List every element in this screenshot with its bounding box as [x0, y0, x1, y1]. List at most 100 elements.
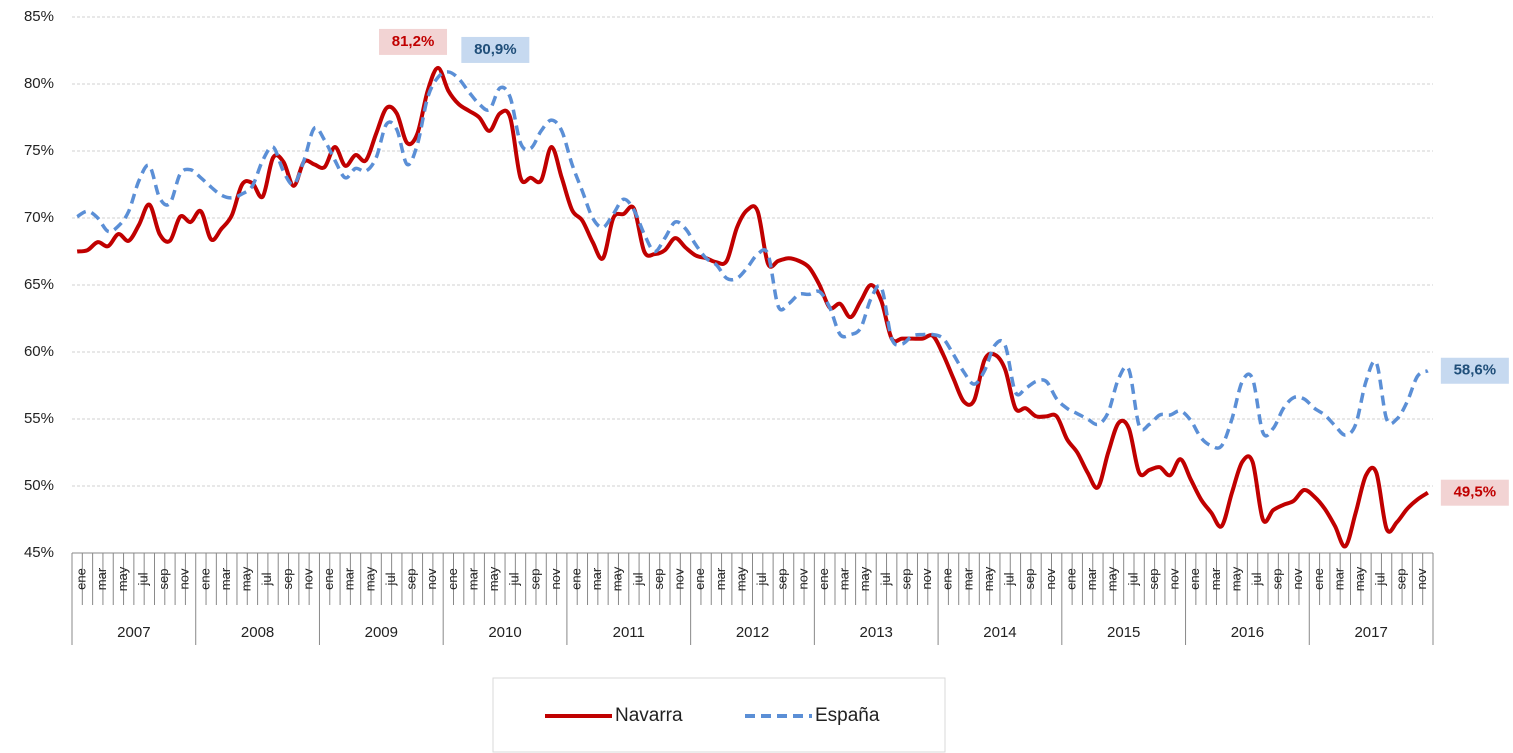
x-tick-label: jul	[878, 572, 893, 586]
x-tick-label: nov	[424, 568, 439, 589]
x-tick-label: ene	[1063, 568, 1078, 590]
x-tick-label: sep	[1393, 569, 1408, 590]
x-tick-label: mar	[1084, 567, 1099, 590]
x-tick-label: may	[115, 566, 130, 591]
x-tick-label: may	[362, 566, 377, 591]
value-label-box	[1440, 479, 1509, 506]
y-tick-label: 45%	[24, 544, 54, 561]
x-tick-label: may	[857, 566, 872, 591]
x-tick-label: jul	[1249, 572, 1264, 586]
x-tick-label: nov	[1043, 568, 1058, 589]
value-label: 58,6%	[1454, 362, 1497, 379]
x-tick-label: jul	[1002, 572, 1017, 586]
x-tick-label: may	[239, 566, 254, 591]
x-tick-label: jul	[754, 572, 769, 586]
x-tick-label: sep	[280, 569, 295, 590]
y-tick-label: 55%	[24, 410, 54, 427]
value-label: 80,9%	[474, 41, 517, 58]
x-tick-label: nov	[1414, 568, 1429, 589]
x-tick-label: sep	[527, 569, 542, 590]
y-tick-label: 70%	[24, 209, 54, 226]
x-tick-label: sep	[898, 569, 913, 590]
x-group-label: 2017	[1354, 624, 1387, 641]
x-tick-label: jul	[507, 572, 522, 586]
x-tick-label: jul	[1373, 572, 1388, 586]
x-tick-label: nov	[177, 568, 192, 589]
value-label-box	[461, 36, 530, 63]
y-tick-label: 85%	[24, 8, 54, 25]
x-tick-label: ene	[692, 568, 707, 590]
x-tick-label: mar	[465, 567, 480, 590]
x-tick-label: nov	[548, 568, 563, 589]
x-tick-label: mar	[589, 567, 604, 590]
x-tick-label: mar	[1331, 567, 1346, 590]
x-tick-label: sep	[404, 569, 419, 590]
legend-label: España	[815, 705, 880, 726]
x-tick-label: nov	[1167, 568, 1182, 589]
x-tick-label: may	[610, 566, 625, 591]
x-tick-label: nov	[300, 568, 315, 589]
x-tick-label: may	[733, 566, 748, 591]
x-tick-label: ene	[940, 568, 955, 590]
value-label-box	[379, 28, 448, 55]
x-tick-label: may	[486, 566, 501, 591]
x-tick-label: may	[1228, 566, 1243, 591]
x-group-label: 2016	[1231, 624, 1264, 641]
x-tick-label: jul	[135, 572, 150, 586]
x-group-label: 2007	[117, 624, 150, 641]
x-tick-label: nov	[919, 568, 934, 589]
x-group-label: 2010	[488, 624, 521, 641]
x-group-label: 2011	[613, 624, 645, 641]
x-tick-label: may	[1352, 566, 1367, 591]
x-group-label: 2012	[736, 624, 769, 641]
x-group-label: 2014	[983, 624, 1016, 641]
x-tick-label: nov	[1290, 568, 1305, 589]
x-tick-label: mar	[1208, 567, 1223, 590]
x-tick-label: ene	[1311, 568, 1326, 590]
x-tick-label: nov	[795, 568, 810, 589]
x-tick-label: mar	[94, 567, 109, 590]
x-tick-label: jul	[1125, 572, 1140, 586]
x-tick-label: mar	[342, 567, 357, 590]
x-tick-label: mar	[713, 567, 728, 590]
y-tick-label: 65%	[24, 276, 54, 293]
y-tick-label: 75%	[24, 142, 54, 159]
x-tick-label: sep	[156, 569, 171, 590]
x-tick-label: may	[981, 566, 996, 591]
value-label: 81,2%	[392, 33, 435, 50]
x-tick-label: sep	[1146, 569, 1161, 590]
x-tick-label: sep	[651, 569, 666, 590]
x-tick-label: mar	[960, 567, 975, 590]
x-tick-label: jul	[383, 572, 398, 586]
x-tick-label: may	[1105, 566, 1120, 591]
x-tick-label: jul	[259, 572, 274, 586]
x-tick-label: mar	[837, 567, 852, 590]
x-tick-label: nov	[672, 568, 687, 589]
x-tick-label: ene	[197, 568, 212, 590]
y-tick-label: 60%	[24, 343, 54, 360]
legend-label: Navarra	[615, 705, 683, 726]
x-tick-label: ene	[74, 568, 89, 590]
x-group-label: 2008	[241, 624, 274, 641]
line-series	[76, 70, 1429, 450]
x-tick-label: sep	[1270, 569, 1285, 590]
value-label-box	[1440, 357, 1509, 384]
x-tick-label: sep	[1022, 569, 1037, 590]
x-tick-label: ene	[321, 568, 336, 590]
x-group-label: 2015	[1107, 624, 1140, 641]
x-tick-label: sep	[775, 569, 790, 590]
y-tick-label: 50%	[24, 477, 54, 494]
line-series	[76, 65, 1429, 549]
x-tick-label: mar	[218, 567, 233, 590]
x-tick-label: ene	[816, 568, 831, 590]
x-tick-label: ene	[1187, 568, 1202, 590]
x-group-label: 2013	[860, 624, 893, 641]
x-tick-label: jul	[630, 572, 645, 586]
x-tick-label: ene	[569, 568, 584, 590]
x-group-label: 2009	[365, 624, 398, 641]
y-tick-label: 80%	[24, 75, 54, 92]
x-tick-label: ene	[445, 568, 460, 590]
value-label: 49,5%	[1454, 484, 1497, 501]
